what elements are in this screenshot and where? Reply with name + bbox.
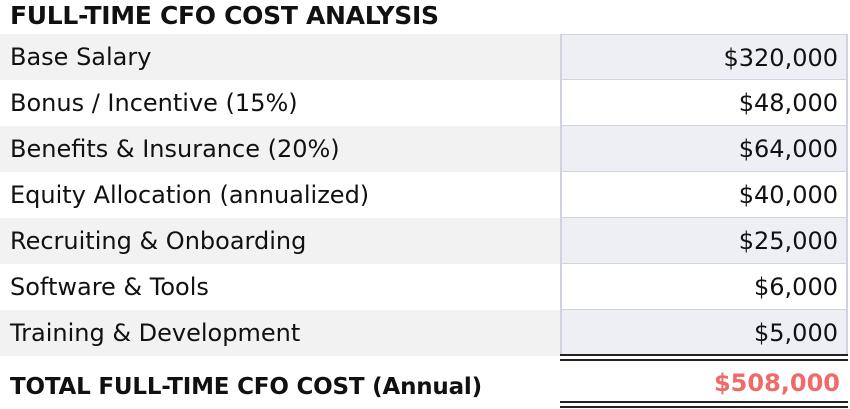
row-value: $320,000 — [723, 44, 838, 72]
page-title: FULL-TIME CFO COST ANALYSIS — [10, 1, 439, 30]
row-value-cell: $48,000 — [560, 80, 848, 126]
row-value-cell: $6,000 — [560, 264, 848, 310]
row-label-cell: Recruiting & Onboarding — [0, 218, 560, 264]
total-bottom-double-rule — [560, 401, 848, 408]
table-row: Benefits & Insurance (20%) $64,000 — [0, 126, 850, 172]
row-label: Recruiting & Onboarding — [10, 227, 307, 255]
row-value-cell: $5,000 — [560, 310, 848, 356]
table-row: Software & Tools $6,000 — [0, 264, 850, 310]
row-label-cell: Bonus / Incentive (15%) — [0, 80, 560, 126]
row-value: $25,000 — [738, 227, 838, 255]
table-row: Bonus / Incentive (15%) $48,000 — [0, 80, 850, 126]
total-value: $508,000 — [713, 369, 840, 397]
table-row: Recruiting & Onboarding $25,000 — [0, 218, 850, 264]
row-label: Benefits & Insurance (20%) — [10, 135, 340, 163]
row-label-cell: Training & Development — [0, 310, 560, 356]
table-row: Base Salary $320,000 — [0, 34, 850, 80]
cost-table: Base Salary $320,000 Bonus / Incentive (… — [0, 34, 850, 356]
row-label-cell: Software & Tools — [0, 264, 560, 310]
row-label: Base Salary — [10, 43, 152, 71]
row-label-cell: Base Salary — [0, 34, 560, 80]
row-label: Software & Tools — [10, 273, 209, 301]
row-value-cell: $64,000 — [560, 126, 848, 172]
row-value: $40,000 — [738, 181, 838, 209]
row-label: Training & Development — [10, 319, 301, 347]
row-value: $6,000 — [754, 273, 838, 301]
row-label: Bonus / Incentive (15%) — [10, 89, 298, 117]
row-value: $48,000 — [738, 89, 838, 117]
total-label: TOTAL FULL-TIME CFO COST (Annual) — [10, 374, 482, 400]
row-label: Equity Allocation (annualized) — [10, 181, 370, 209]
row-value-cell: $40,000 — [560, 172, 848, 218]
row-value: $5,000 — [754, 319, 838, 347]
row-label-cell: Equity Allocation (annualized) — [0, 172, 560, 218]
row-value: $64,000 — [738, 135, 838, 163]
row-value-cell: $25,000 — [560, 218, 848, 264]
table-row: Equity Allocation (annualized) $40,000 — [0, 172, 850, 218]
total-row: TOTAL FULL-TIME CFO COST (Annual) $508,0… — [0, 358, 850, 409]
row-label-cell: Benefits & Insurance (20%) — [0, 126, 560, 172]
row-value-cell: $320,000 — [560, 34, 848, 80]
table-row: Training & Development $5,000 — [0, 310, 850, 356]
total-top-double-rule — [560, 354, 848, 361]
